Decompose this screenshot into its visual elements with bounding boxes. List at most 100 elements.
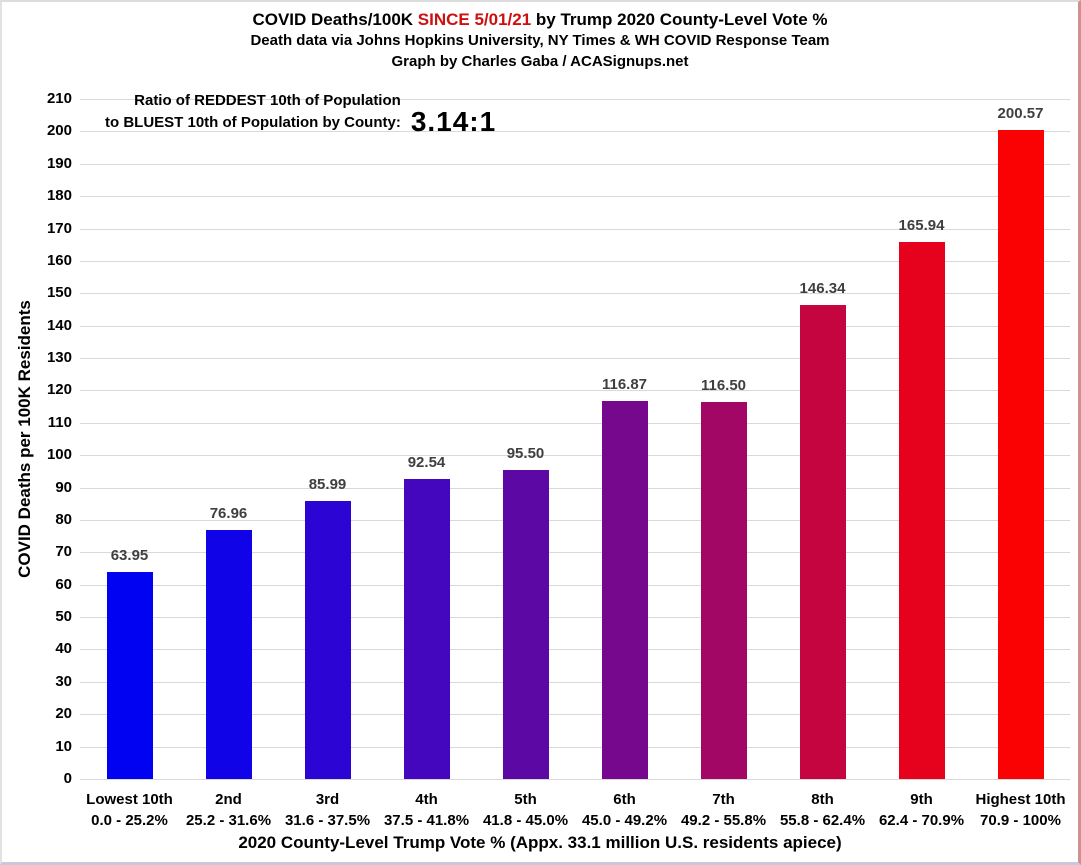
- x-category-range: 49.2 - 55.8%: [680, 812, 767, 829]
- y-axis-tick-label: 180: [46, 187, 72, 205]
- x-category-range: 31.6 - 37.5%: [284, 812, 371, 829]
- ratio-annotation-line2: to BLUEST 10th of Population by County:: [105, 114, 401, 131]
- gridline: [80, 487, 1070, 489]
- x-axis-label: Lowest 10th 0.0 - 25.2%: [65, 789, 195, 831]
- y-axis-tick-label: 80: [55, 510, 72, 528]
- gridline: [80, 617, 1070, 619]
- gridline: [80, 228, 1070, 230]
- y-axis-tick-label: 20: [55, 705, 72, 723]
- bar-9th: [898, 241, 945, 779]
- chart-subtitle-sources: Death data via Johns Hopkins University,…: [250, 32, 830, 49]
- x-category-label: Lowest 10th: [86, 791, 173, 808]
- y-axis-tick-label: 90: [55, 478, 72, 496]
- y-axis-tick-label: 60: [55, 575, 72, 593]
- ratio-annotation-line1: Ratio of REDDEST 10th of Population: [134, 92, 401, 109]
- y-axis-tick-label: 210: [46, 90, 72, 107]
- y-axis-tick-label: 200: [46, 122, 72, 140]
- x-category-range: 0.0 - 25.2%: [91, 812, 168, 829]
- y-axis-tick-label: 120: [46, 381, 72, 399]
- x-category-range: 41.8 - 45.0%: [482, 812, 569, 829]
- bar-highest-10th: [997, 129, 1044, 779]
- x-category-range: 45.0 - 49.2%: [581, 812, 668, 829]
- x-category-range: 25.2 - 31.6%: [185, 812, 272, 829]
- x-category-range: 62.4 - 70.9%: [878, 812, 965, 829]
- x-category-label: 6th: [613, 791, 636, 808]
- bar-value-label: 85.99: [308, 475, 347, 493]
- gridline: [80, 422, 1070, 424]
- gridline: [80, 649, 1070, 651]
- x-category-range: 70.9 - 100%: [980, 812, 1061, 829]
- x-axis-label: 2nd 25.2 - 31.6%: [164, 789, 294, 831]
- gridline: [80, 325, 1070, 327]
- bar-value-label: 92.54: [407, 454, 446, 472]
- x-category-label: 5th: [514, 791, 537, 808]
- y-axis-title: COVID Deaths per 100K Residents: [15, 300, 34, 578]
- gridline: [80, 779, 1070, 780]
- y-axis-tick-label: 140: [46, 316, 72, 334]
- x-category-label: 8th: [811, 791, 834, 808]
- bar-lowest-10th: [106, 571, 153, 779]
- bar-value-label: 116.50: [700, 376, 747, 394]
- x-category-label: 2nd: [215, 791, 242, 808]
- bar-value-label: 76.96: [209, 504, 248, 522]
- y-axis-tick-label: 0: [63, 770, 72, 787]
- gridline: [80, 293, 1070, 295]
- gridline: [80, 455, 1070, 457]
- y-axis-tick-label: 160: [46, 251, 72, 269]
- gridline: [80, 358, 1070, 360]
- gridline: [80, 714, 1070, 716]
- bar-value-label: 165.94: [898, 216, 945, 234]
- bar-3rd: [304, 500, 351, 779]
- ratio-annotation: Ratio of REDDEST 10th of Population to B…: [105, 90, 497, 137]
- x-category-label: 3rd: [315, 791, 340, 808]
- y-axis-tick-label: 150: [46, 284, 72, 302]
- chart-subtitle-credit: Graph by Charles Gaba / ACASignups.net: [391, 53, 689, 70]
- x-category-label: Highest 10th: [975, 791, 1066, 808]
- y-axis-tick-label: 110: [47, 413, 72, 431]
- ratio-value: 3.14:1: [410, 106, 497, 137]
- x-axis-label: 3rd 31.6 - 37.5%: [263, 789, 393, 831]
- y-axis-tick-label: 130: [46, 349, 72, 367]
- x-category-range: 55.8 - 62.4%: [779, 812, 866, 829]
- gridline: [80, 552, 1070, 554]
- gridline: [80, 519, 1070, 521]
- gridline: [80, 681, 1070, 683]
- bar-value-label: 200.57: [997, 104, 1044, 122]
- y-axis-tick-label: 170: [46, 219, 72, 237]
- x-category-label: 7th: [712, 791, 735, 808]
- ratio-annotation-text: Ratio of REDDEST 10th of Population to B…: [105, 90, 401, 134]
- bar-value-label: 63.95: [110, 546, 149, 564]
- chart-title-highlight: SINCE 5/01/21: [417, 10, 532, 29]
- y-axis-tick-label: 190: [46, 154, 72, 172]
- bar-value-label: 95.50: [506, 444, 545, 462]
- x-axis-label: 8th 55.8 - 62.4%: [758, 789, 888, 831]
- gridline: [80, 131, 1070, 133]
- bar-8th: [799, 305, 846, 779]
- gridline: [80, 163, 1070, 165]
- chart-title: COVID Deaths/100K SINCE 5/01/21 by Trump…: [2, 9, 1078, 30]
- y-axis-tick-label: 10: [55, 737, 72, 755]
- x-category-label: 9th: [910, 791, 933, 808]
- bar-2nd: [205, 529, 252, 779]
- bar-7th: [700, 401, 747, 779]
- y-axis-tick-label: 50: [55, 608, 72, 626]
- y-axis-tick-label: 30: [55, 672, 72, 690]
- x-axis-title: 2020 County-Level Trump Vote % (Appx. 33…: [238, 833, 842, 852]
- x-axis-label: 6th 45.0 - 49.2%: [560, 789, 690, 831]
- gridline: [80, 260, 1070, 262]
- bar-5th: [502, 469, 549, 779]
- bar-4th: [403, 479, 450, 779]
- y-axis-tick-label: 70: [55, 543, 72, 561]
- x-axis-label: 4th 37.5 - 41.8%: [362, 789, 492, 831]
- x-axis-label: Highest 10th 70.9 - 100%: [956, 789, 1079, 831]
- x-category-label: 4th: [415, 791, 438, 808]
- y-axis-tick-label: 100: [46, 446, 72, 464]
- bar-value-label: 116.87: [601, 375, 648, 393]
- chart-header: COVID Deaths/100K SINCE 5/01/21 by Trump…: [2, 9, 1078, 72]
- gridline: [80, 746, 1070, 748]
- bar-value-label: 146.34: [799, 280, 846, 298]
- gridline: [80, 584, 1070, 586]
- gridline: [80, 196, 1070, 198]
